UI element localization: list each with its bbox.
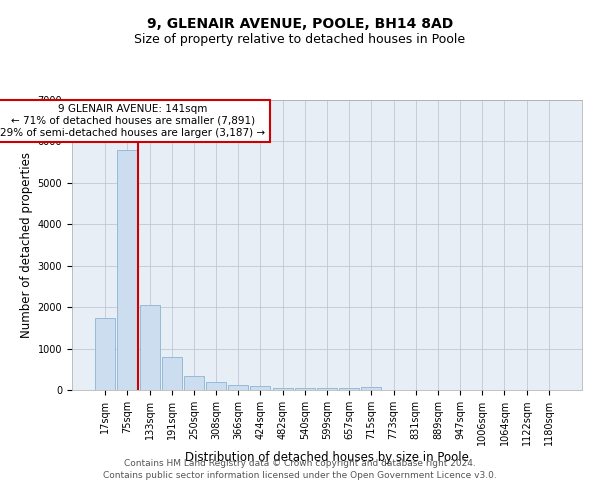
- X-axis label: Distribution of detached houses by size in Poole: Distribution of detached houses by size …: [185, 451, 469, 464]
- Bar: [184, 376, 204, 390]
- Bar: [295, 388, 315, 390]
- Text: 9 GLENAIR AVENUE: 141sqm
← 71% of detached houses are smaller (7,891)
29% of sem: 9 GLENAIR AVENUE: 141sqm ← 71% of detach…: [1, 104, 265, 138]
- Bar: [228, 386, 248, 390]
- Text: Contains HM Land Registry data © Crown copyright and database right 2024.
Contai: Contains HM Land Registry data © Crown c…: [103, 458, 497, 480]
- Bar: [339, 388, 359, 390]
- Bar: [95, 318, 115, 390]
- Bar: [317, 388, 337, 390]
- Y-axis label: Number of detached properties: Number of detached properties: [20, 152, 34, 338]
- Bar: [162, 357, 182, 390]
- Text: Size of property relative to detached houses in Poole: Size of property relative to detached ho…: [134, 32, 466, 46]
- Bar: [140, 305, 160, 390]
- Bar: [206, 382, 226, 390]
- Bar: [272, 388, 293, 390]
- Bar: [361, 386, 382, 390]
- Text: 9, GLENAIR AVENUE, POOLE, BH14 8AD: 9, GLENAIR AVENUE, POOLE, BH14 8AD: [147, 18, 453, 32]
- Bar: [118, 150, 137, 390]
- Bar: [250, 386, 271, 390]
